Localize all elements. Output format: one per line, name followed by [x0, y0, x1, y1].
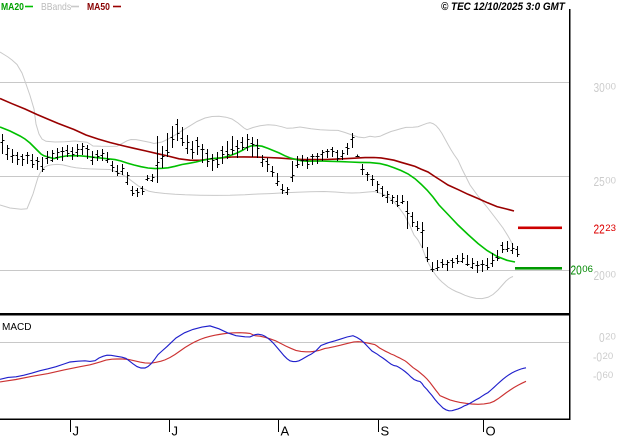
svg-text:J: J — [73, 424, 80, 439]
svg-text:J: J — [172, 424, 179, 439]
svg-text:30: 30 — [594, 81, 606, 95]
svg-text:O: O — [486, 424, 496, 439]
svg-text:20: 20 — [594, 269, 606, 283]
svg-text:© TEC 12/10/2025 3:0 GMT: © TEC 12/10/2025 3:0 GMT — [441, 2, 566, 14]
svg-text:00: 00 — [605, 270, 616, 280]
svg-text:20: 20 — [605, 332, 616, 342]
svg-text:25: 25 — [594, 175, 605, 189]
svg-text:20: 20 — [603, 351, 614, 361]
svg-text:60: 60 — [603, 370, 614, 380]
svg-text:22: 22 — [594, 222, 605, 236]
svg-text:20: 20 — [571, 263, 583, 277]
svg-text:A: A — [281, 424, 290, 439]
svg-text:-0: -0 — [593, 369, 602, 383]
svg-text:MA50: MA50 — [87, 1, 110, 13]
svg-text:MACD: MACD — [2, 322, 31, 333]
svg-text:00: 00 — [605, 176, 616, 186]
svg-text:06: 06 — [582, 264, 593, 274]
svg-text:0: 0 — [599, 331, 605, 345]
svg-text:BBands: BBands — [41, 1, 71, 13]
svg-text:S: S — [381, 424, 390, 439]
svg-text:00: 00 — [605, 82, 616, 92]
svg-text:MA20: MA20 — [1, 1, 24, 13]
svg-text:-0: -0 — [593, 350, 602, 364]
svg-text:23: 23 — [605, 223, 616, 233]
